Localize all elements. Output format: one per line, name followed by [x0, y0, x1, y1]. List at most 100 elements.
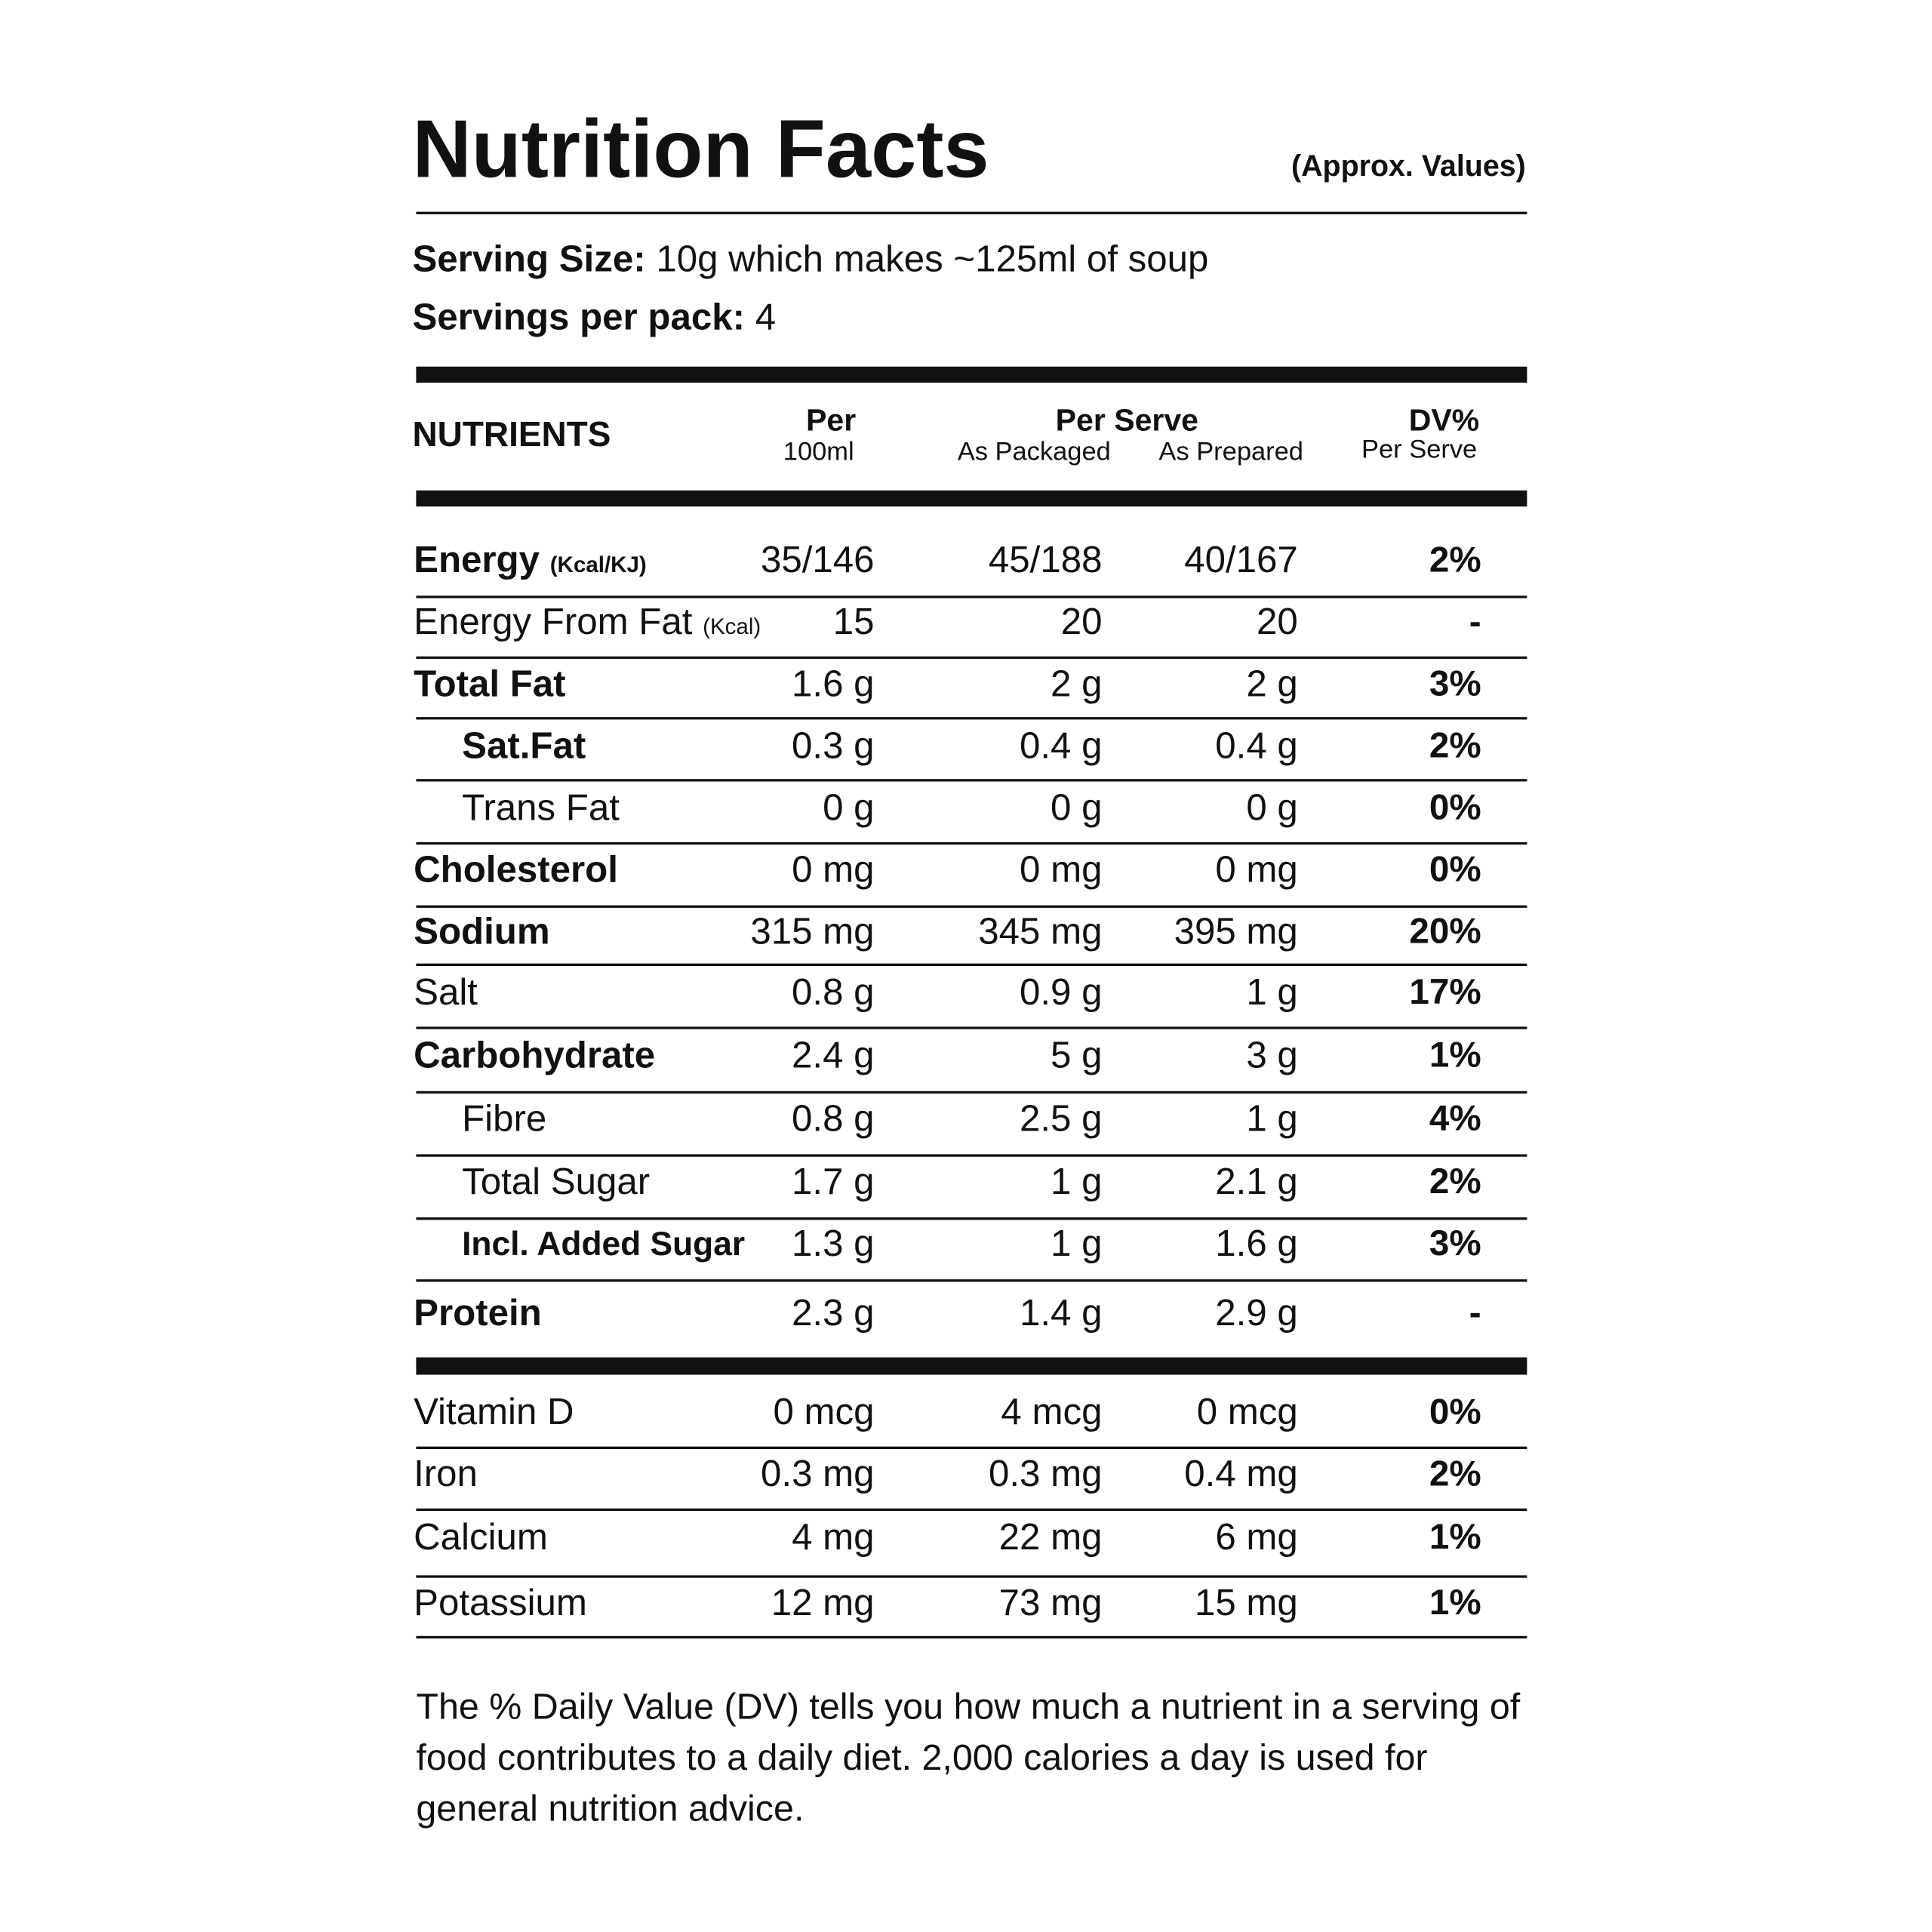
- amount: 0.4 mg: [1184, 1454, 1298, 1495]
- nutrient-name: Cholesterol: [414, 849, 618, 891]
- daily-value: 3%: [1429, 1224, 1481, 1264]
- amount: 0.8 g: [792, 972, 875, 1014]
- nutrient-label: Potassium: [414, 1583, 587, 1624]
- row-rule: [416, 1091, 1527, 1094]
- nutrient-label: Cholesterol: [414, 849, 618, 891]
- amount: 0.3 mg: [761, 1454, 875, 1495]
- amount: 315 mg: [750, 911, 875, 952]
- amount: 2.4 g: [792, 1035, 875, 1077]
- amount: 1.4 g: [1020, 1293, 1103, 1334]
- nutrient-name: Protein: [414, 1295, 542, 1333]
- amount: 1.3 g: [792, 1223, 875, 1265]
- label: Serving Size:: [412, 238, 646, 280]
- col-header: DV%: [1408, 403, 1480, 438]
- amount: 22 mg: [998, 1517, 1103, 1558]
- footnote: The % Daily Value (DV) tells you how muc…: [416, 1687, 1521, 1829]
- label: Servings per pack:: [412, 297, 746, 339]
- nutrient-label: Sat.Fat: [462, 725, 586, 767]
- amount: 1.6 g: [1215, 1223, 1298, 1265]
- col-subheader: 100ml: [783, 438, 854, 466]
- thick-rule: [416, 1357, 1527, 1375]
- amount: 345 mg: [978, 911, 1103, 952]
- amount: 2.9 g: [1215, 1293, 1298, 1334]
- amount: 40/167: [1184, 540, 1298, 581]
- row-rule: [416, 963, 1527, 967]
- value: 4: [755, 297, 777, 339]
- serving-size: Serving Size: 10g which makes ~125ml of …: [412, 238, 1208, 280]
- nutrient-unit: (Kcal): [703, 614, 761, 639]
- nutrient-label: Sodium: [414, 911, 550, 952]
- nutrient-name: Trans Fat: [462, 789, 620, 827]
- amount: 4 mcg: [1001, 1392, 1103, 1433]
- amount: 20: [1060, 601, 1103, 643]
- col-subheader: As Prepared: [1158, 438, 1303, 466]
- amount: 15 mg: [1194, 1583, 1298, 1624]
- amount: 0 mcg: [773, 1392, 875, 1433]
- row-rule: [416, 1154, 1527, 1157]
- amount: 5 g: [1051, 1035, 1103, 1077]
- nutrient-name: Total Sugar: [462, 1164, 650, 1201]
- nutrient-name: Fibre: [462, 1100, 546, 1138]
- amount: 2 g: [1246, 663, 1298, 705]
- amount: 1 g: [1051, 1161, 1103, 1203]
- daily-value: 2%: [1429, 726, 1481, 766]
- amount: 0 mg: [1020, 849, 1103, 891]
- col-header: Per: [806, 403, 857, 438]
- nutrient-name: Energy (Kcal/KJ): [414, 540, 647, 581]
- daily-value: -: [1469, 1294, 1481, 1334]
- row-rule: [416, 717, 1527, 720]
- daily-value: 0%: [1429, 788, 1481, 829]
- amount: 35/146: [760, 540, 875, 581]
- row-rule: [416, 1508, 1527, 1512]
- nutrient-label: Vitamin D: [414, 1392, 574, 1433]
- divider: [416, 211, 1527, 214]
- thick-rule: [416, 490, 1527, 507]
- amount: 0.4 g: [1215, 725, 1298, 767]
- amount: 15: [832, 601, 875, 643]
- row-rule: [416, 1026, 1527, 1029]
- daily-value: 2%: [1429, 540, 1481, 580]
- nutrient-name: Carbohydrate: [414, 1035, 656, 1077]
- nutrient-label: Carbohydrate: [414, 1035, 656, 1077]
- amount: 6 mg: [1215, 1517, 1298, 1558]
- row-rule: [416, 1575, 1527, 1578]
- daily-value: 2%: [1429, 1454, 1481, 1494]
- amount: 20: [1257, 601, 1298, 643]
- nutrient-unit: (Kcal/KJ): [549, 552, 647, 577]
- nutrient-name: Sodium: [414, 911, 550, 952]
- row-rule: [416, 905, 1527, 908]
- amount: 1.7 g: [792, 1161, 875, 1203]
- amount: 0 mcg: [1196, 1392, 1298, 1433]
- amount: 0 g: [1051, 787, 1103, 829]
- daily-value: 2%: [1429, 1162, 1481, 1202]
- row-rule: [416, 656, 1527, 660]
- amount: 2 g: [1051, 663, 1103, 705]
- daily-value: -: [1469, 602, 1481, 642]
- row-rule: [416, 1446, 1527, 1450]
- daily-value: 20%: [1409, 912, 1481, 952]
- daily-value: 0%: [1429, 850, 1481, 891]
- amount: 1 g: [1246, 972, 1298, 1014]
- title: Nutrition Facts: [412, 103, 989, 195]
- amount: 73 mg: [998, 1583, 1103, 1624]
- row-rule: [416, 841, 1527, 845]
- thick-rule: [416, 366, 1527, 383]
- col-header: NUTRIENTS: [412, 414, 611, 454]
- amount: 1 g: [1051, 1223, 1103, 1265]
- approx-note: (Approx. Values): [1291, 149, 1526, 183]
- nutrient-name: Iron: [414, 1456, 478, 1494]
- amount: 2.5 g: [1020, 1098, 1103, 1140]
- amount: 1 g: [1246, 1098, 1298, 1140]
- col-subheader: As Packaged: [957, 438, 1111, 466]
- nutrient-label: Energy: [414, 540, 540, 581]
- nutrient-name: Sat.Fat: [462, 728, 586, 765]
- amount: 0 g: [823, 787, 875, 829]
- amount: 3 g: [1246, 1035, 1298, 1077]
- daily-value: 4%: [1429, 1099, 1481, 1139]
- amount: 0.4 g: [1020, 725, 1103, 767]
- amount: 0.3 mg: [989, 1454, 1103, 1495]
- nutrient-name: Incl. Added Sugar: [462, 1227, 745, 1261]
- nutrient-name: Potassium: [414, 1583, 587, 1624]
- row-rule: [416, 1635, 1527, 1639]
- amount: 0 mg: [1215, 849, 1298, 891]
